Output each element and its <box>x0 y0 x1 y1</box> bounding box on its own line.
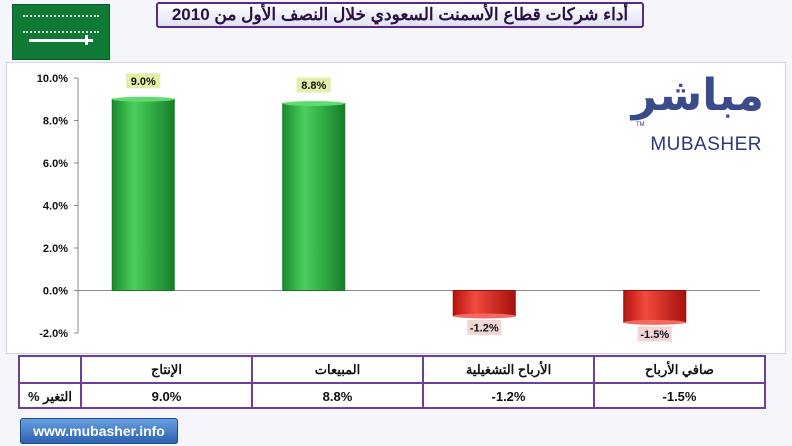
chart-title: أداء شركات قطاع الأسمنت السعودي خلال الن… <box>156 2 644 28</box>
logo-english-text: MUBASHER <box>650 134 762 155</box>
table-header-production: الإنتاج <box>80 357 251 382</box>
table-header-net-profit: صافي الأرباح <box>593 357 764 382</box>
table-header-operating-profit: الأرباح التشغيلية <box>422 357 593 382</box>
table-value-sales: 8.8% <box>251 384 422 409</box>
bar <box>111 98 175 291</box>
bar-cap <box>453 313 516 319</box>
table-row-label: التغير % <box>27 389 73 404</box>
y-tick-label: 2.0% <box>43 243 68 255</box>
data-label-bg <box>637 326 672 342</box>
y-tick-label: 8.0% <box>43 116 68 128</box>
y-tick-label: -2.0% <box>39 328 68 340</box>
data-label-bg <box>126 73 161 89</box>
data-label: -1.2% <box>470 323 499 335</box>
data-label-bg <box>296 77 331 93</box>
logo-trademark: TM <box>636 122 645 128</box>
y-tick-label: 4.0% <box>43 201 68 213</box>
y-tick-label: 10.0% <box>37 73 68 85</box>
table-value-production: 9.0% <box>80 384 251 409</box>
bar <box>623 290 687 323</box>
mubasher-logo: مباشر TM MUBASHER <box>632 66 764 156</box>
data-label: 8.8% <box>301 80 326 92</box>
table-header-row: الإنتاج المبيعات الأرباح التشغيلية صافي … <box>20 357 764 384</box>
data-label-bg <box>467 320 502 335</box>
bar-cap <box>112 96 175 102</box>
bar <box>282 103 346 291</box>
table-value-net-profit: -1.5% <box>593 384 764 409</box>
data-table: الإنتاج المبيعات الأرباح التشغيلية صافي … <box>18 355 766 409</box>
bar-cap <box>623 319 686 325</box>
data-label: 9.0% <box>131 76 156 88</box>
y-tick-label: 0.0% <box>43 286 68 298</box>
bar-cap <box>282 101 345 106</box>
bar <box>452 290 516 317</box>
website-link-button[interactable]: www.mubasher.info <box>20 418 178 444</box>
saudi-flag-icon <box>12 4 110 60</box>
y-tick-label: 6.0% <box>43 158 68 170</box>
table-header-sales: المبيعات <box>251 357 422 382</box>
logo-arabic-text: مباشر <box>631 70 764 121</box>
table-value-operating-profit: -1.2% <box>422 384 593 409</box>
table-values-row: التغير % 9.0% 8.8% -1.2% -1.5% <box>20 384 764 409</box>
data-label: -1.5% <box>640 329 669 341</box>
